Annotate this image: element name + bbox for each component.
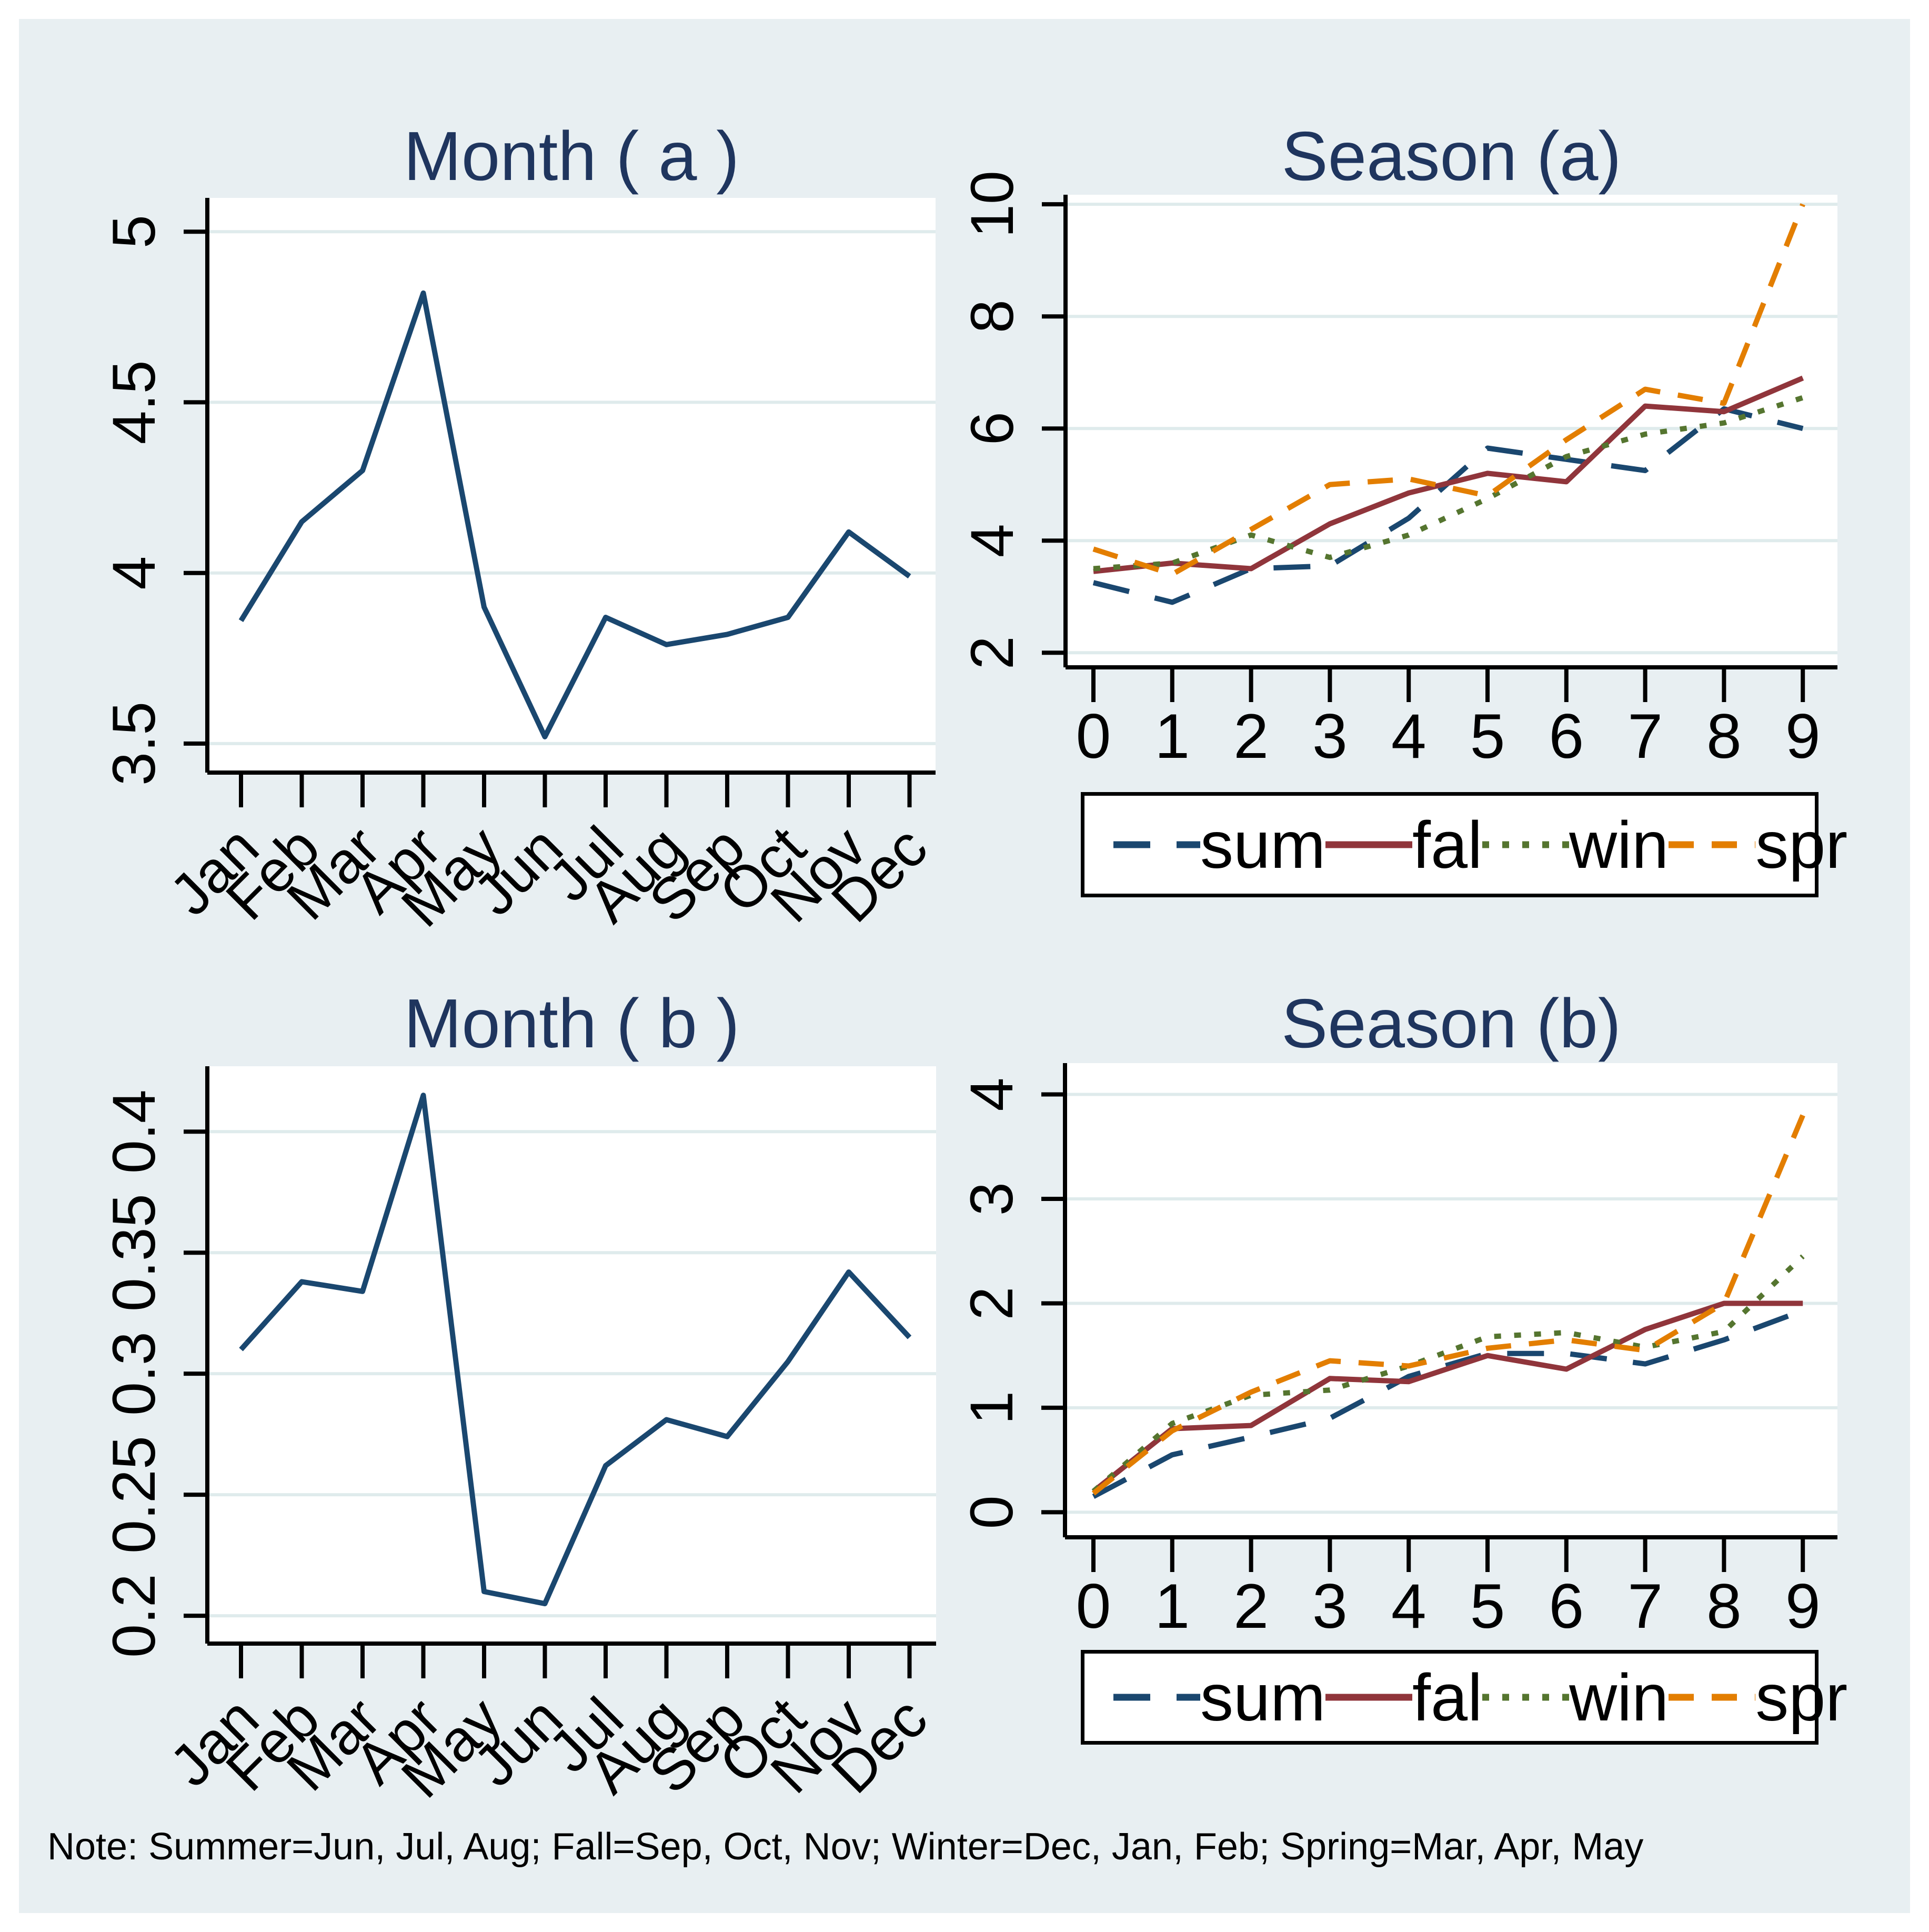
y-tick-label: 4 (958, 1078, 1026, 1112)
chart-title-season-b: Season (b) (1281, 985, 1621, 1062)
x-tick-label: 5 (1470, 1571, 1505, 1641)
legend-season-a: sum fal win spr (1081, 792, 1847, 897)
x-tick-label: 5 (1470, 701, 1505, 772)
legend-item-win: win (1482, 1659, 1669, 1736)
series-sum (1092, 1308, 1804, 1499)
series-value (239, 1093, 912, 1607)
y-tick-label: 0.25 (101, 1436, 168, 1554)
y-tick-label: 8 (959, 299, 1026, 333)
legend-item-win: win (1482, 807, 1669, 883)
legend-label: win (1569, 807, 1669, 882)
y-tick-label: 4 (959, 524, 1026, 557)
x-tick-label: 1 (1154, 1571, 1190, 1641)
legend-item-sum: sum (1113, 807, 1325, 883)
x-tick-label: 8 (1706, 701, 1742, 772)
x-tick-label: 7 (1627, 1571, 1663, 1641)
legend-label: fal (1412, 1660, 1483, 1735)
x-tick-label: 6 (1549, 701, 1584, 772)
figure-note: Note: Summer=Jun, Jul, Aug; Fall=Sep, Oc… (47, 1826, 1644, 1868)
chart-title-season-a: Season (a) (1281, 117, 1622, 195)
x-tick-label: 0 (1076, 1571, 1111, 1641)
y-tick-label: 10 (959, 171, 1026, 238)
x-tick-label: 4 (1391, 701, 1426, 772)
legend-line-sample (1113, 1694, 1200, 1701)
y-tick-label: 0.35 (101, 1194, 168, 1312)
y-tick-label: 3.5 (101, 702, 168, 786)
legend-label: spr (1755, 807, 1848, 882)
y-tick-label: 0.2 (101, 1574, 168, 1658)
legend-line-sample (1669, 1694, 1756, 1701)
series-value (238, 290, 911, 739)
legend-label: fal (1412, 807, 1483, 882)
legend-label: spr (1755, 1660, 1848, 1735)
legend-line-sample (1482, 841, 1570, 848)
y-tick-label: 4 (101, 556, 168, 590)
y-tick-label: 0.4 (101, 1089, 168, 1174)
chart-title-month-a: Month ( a ) (403, 117, 740, 195)
x-tick-label: 7 (1627, 701, 1663, 772)
series-fal (1091, 1300, 1803, 1494)
legend-label: sum (1200, 1660, 1326, 1735)
chart-title-month-b: Month ( b ) (404, 985, 740, 1062)
y-tick-label: 5 (101, 215, 168, 248)
x-tick-label: 9 (1785, 701, 1821, 772)
plot-area (207, 1066, 936, 1644)
x-tick-label: 2 (1233, 1571, 1269, 1641)
x-tick-label: 3 (1312, 701, 1348, 772)
x-tick-label: 3 (1312, 1571, 1348, 1641)
legend-label: sum (1200, 807, 1326, 882)
x-tick-label: 4 (1391, 1571, 1426, 1641)
legend-item-spr: spr (1669, 807, 1847, 883)
series-spr (1091, 1114, 1805, 1496)
chart-month-a: 3.544.55JanFebMarAprMayJunJulAugSepOctNo… (101, 198, 939, 939)
series-fal (1093, 375, 1804, 574)
legend-season-b: sum fal win spr (1081, 1650, 1847, 1745)
y-tick-label: 1 (958, 1391, 1026, 1425)
legend-item-sum: sum (1113, 1659, 1325, 1736)
x-tick-label: 2 (1233, 701, 1269, 772)
series-spr (1092, 203, 1805, 577)
x-tick-label: 9 (1785, 1571, 1821, 1641)
legend-line-sample (1325, 1694, 1413, 1701)
y-tick-label: 4.5 (101, 360, 168, 444)
plot-area (1066, 195, 1837, 667)
y-tick-label: 2 (959, 636, 1026, 669)
legend-item-fal: fal (1325, 1659, 1482, 1736)
y-tick-label: 0 (958, 1495, 1026, 1529)
legend-item-spr: spr (1669, 1659, 1847, 1736)
x-tick-label: 0 (1076, 701, 1111, 772)
legend-line-sample (1669, 841, 1756, 848)
chart-month-b: 0.20.250.30.350.4JanFebMarAprMayJunJulAu… (101, 1066, 939, 1810)
y-tick-label: 2 (958, 1287, 1026, 1320)
y-tick-label: 6 (959, 412, 1026, 445)
y-tick-label: 3 (958, 1182, 1026, 1216)
x-tick-label: 1 (1154, 701, 1190, 772)
legend-item-fal: fal (1325, 807, 1482, 883)
y-tick-label: 0.3 (101, 1332, 168, 1416)
plot-area (207, 198, 936, 773)
legend-line-sample (1482, 1694, 1570, 1701)
legend-line-sample (1113, 841, 1200, 848)
x-tick-label: 8 (1706, 1571, 1742, 1641)
legend-line-sample (1325, 841, 1413, 848)
x-tick-label: 6 (1549, 1571, 1584, 1641)
plot-area (1065, 1063, 1837, 1537)
legend-label: win (1569, 1660, 1669, 1735)
